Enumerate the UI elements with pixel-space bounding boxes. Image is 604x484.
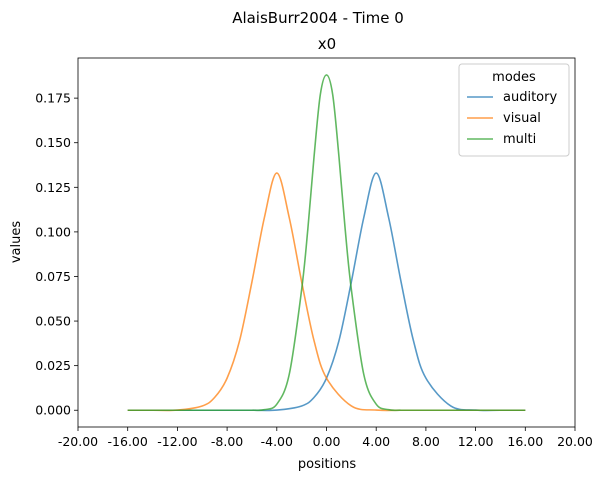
y-axis-label: values	[9, 221, 24, 264]
x-tick-label: -20.00	[58, 434, 98, 449]
y-tick-label: 0.050	[35, 314, 71, 329]
x-tick-label: -8.00	[211, 434, 243, 449]
x-tick-label: -16.00	[108, 434, 148, 449]
legend: modes auditory visual multi	[458, 63, 570, 157]
x-tick-label: 16.00	[507, 434, 543, 449]
series-line-auditory	[127, 172, 526, 412]
series-line-multi	[127, 74, 526, 412]
chart-suptitle: AlaisBurr2004 - Time 0	[232, 9, 404, 27]
x-tick-label: -12.00	[157, 434, 197, 449]
plot-area: -20.00 -16.00 -12.00 -8.00 -4.00 0.00 4.00 8.00…	[35, 57, 593, 449]
legend-box	[458, 63, 570, 157]
x-tick-label: 0.00	[313, 434, 341, 449]
x-axis-label: positions	[298, 457, 356, 472]
y-tick-label: 0.150	[35, 135, 71, 150]
legend-label-visual: visual	[503, 111, 541, 126]
y-tick-label: 0.025	[35, 358, 71, 373]
y-tick-label: 0.100	[35, 224, 71, 239]
y-tick-label: 0.000	[35, 403, 71, 418]
y-tick-label: 0.125	[35, 180, 71, 195]
legend-label-auditory: auditory	[503, 90, 557, 105]
legend-title: modes	[492, 70, 536, 85]
series-line-visual	[127, 172, 526, 412]
y-tick-label: 0.075	[35, 269, 71, 284]
x-tick-label: 20.00	[557, 434, 593, 449]
x-tick-label: 4.00	[362, 434, 390, 449]
x-tick-label: -4.00	[261, 434, 293, 449]
legend-label-multi: multi	[503, 132, 536, 147]
chart-title: x0	[318, 35, 336, 53]
x-tick-label: 12.00	[458, 434, 494, 449]
y-tick-label: 0.175	[35, 91, 71, 106]
x-tick-label: 8.00	[412, 434, 440, 449]
